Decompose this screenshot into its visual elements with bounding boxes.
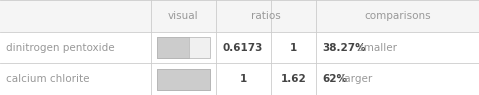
Text: 38.27%: 38.27%: [322, 43, 365, 53]
Text: visual: visual: [168, 11, 198, 21]
Text: smaller: smaller: [355, 43, 397, 53]
Bar: [157, 37, 190, 58]
Bar: [157, 37, 210, 58]
Text: ratios: ratios: [251, 11, 281, 21]
Text: 0.6173: 0.6173: [223, 43, 263, 53]
Bar: [157, 37, 190, 58]
Bar: [157, 69, 210, 90]
Text: dinitrogen pentoxide: dinitrogen pentoxide: [6, 43, 114, 53]
Text: comparisons: comparisons: [364, 11, 431, 21]
Text: calcium chlorite: calcium chlorite: [6, 74, 89, 84]
Text: 62%: 62%: [322, 74, 347, 84]
Bar: [0, 0, 479, 32]
Text: 1: 1: [240, 74, 247, 84]
Text: 1: 1: [290, 43, 297, 53]
Text: larger: larger: [338, 74, 373, 84]
Bar: [157, 69, 210, 90]
Text: 1.62: 1.62: [281, 74, 306, 84]
Bar: [157, 69, 210, 90]
